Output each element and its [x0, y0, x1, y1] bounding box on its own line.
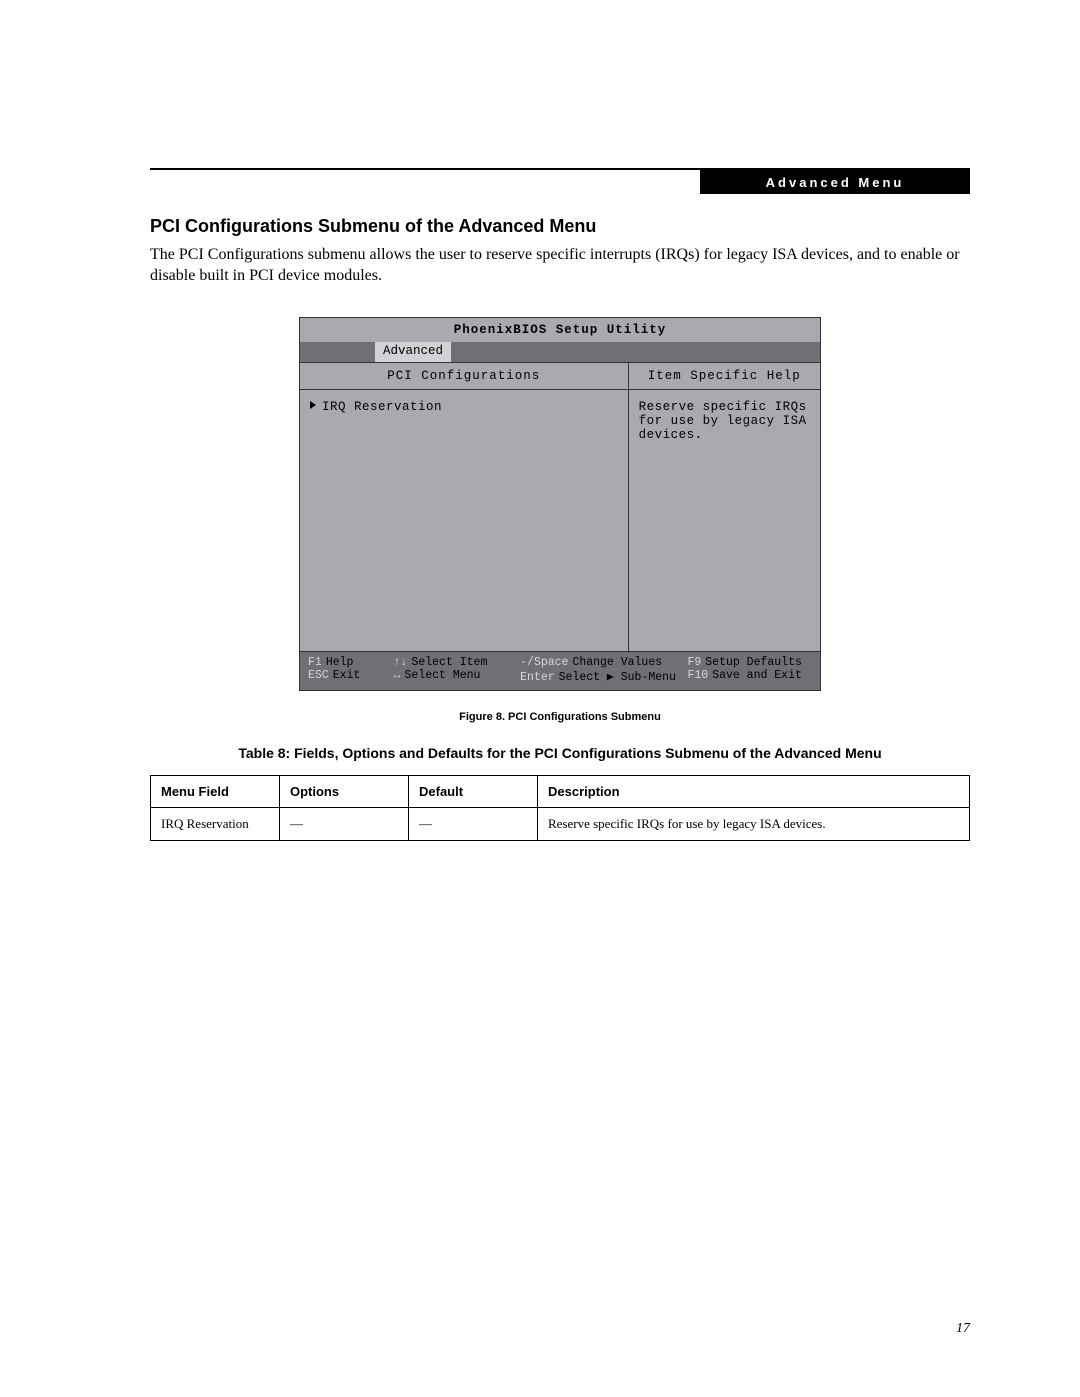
right-panel-content: Reserve specific IRQs for use by legacy … — [629, 390, 820, 651]
bios-body: PCI Configurations IRQ Reservation Item … — [300, 362, 820, 652]
key-enter: Enter — [520, 671, 555, 684]
th-description: Description — [538, 775, 970, 807]
key-space: -/Space — [520, 656, 568, 669]
label-select-menu: Select Menu — [405, 669, 481, 682]
label-change-values: Change Values — [572, 656, 662, 669]
key-leftright: ↔ — [394, 669, 401, 682]
bios-title: PhoenixBIOS Setup Utility — [300, 318, 820, 342]
right-panel-header: Item Specific Help — [629, 363, 820, 390]
key-updown: ↑↓ — [394, 656, 408, 669]
label-exit: Exit — [333, 669, 361, 682]
td-options: — — [280, 807, 409, 840]
label-help: Help — [326, 656, 354, 669]
left-panel-content: IRQ Reservation — [300, 390, 628, 651]
section-body: The PCI Configurations submenu allows th… — [150, 245, 970, 287]
bios-window: PhoenixBIOS Setup Utility Advanced PCI C… — [299, 317, 821, 691]
td-description: Reserve specific IRQs for use by legacy … — [538, 807, 970, 840]
bios-tabbar: Advanced — [300, 342, 820, 362]
menu-item-irq-reservation[interactable]: IRQ Reservation — [322, 400, 442, 414]
page-number: 17 — [956, 1321, 970, 1337]
td-menu-field: IRQ Reservation — [151, 807, 280, 840]
label-setup-defaults: Setup Defaults — [705, 656, 802, 669]
key-esc: ESC — [308, 669, 329, 682]
fields-table: Menu Field Options Default Description I… — [150, 775, 970, 841]
label-select-submenu: Select ▶ Sub-Menu — [559, 669, 676, 684]
left-panel-header: PCI Configurations — [300, 363, 628, 390]
key-f1: F1 — [308, 656, 322, 669]
table-row: IRQ Reservation — — Reserve specific IRQ… — [151, 807, 970, 840]
header-banner: Advanced Menu — [700, 170, 970, 194]
bios-footer: F1 Help ↑↓ Select Item -/Space Change Va… — [300, 652, 820, 690]
th-menu-field: Menu Field — [151, 775, 280, 807]
bios-left-panel: PCI Configurations IRQ Reservation — [300, 363, 629, 651]
th-default: Default — [409, 775, 538, 807]
label-save-exit: Save and Exit — [712, 669, 802, 682]
table-header-row: Menu Field Options Default Description — [151, 775, 970, 807]
figure-caption: Figure 8. PCI Configurations Submenu — [150, 711, 970, 723]
submenu-arrow-icon — [310, 400, 322, 414]
section-title: PCI Configurations Submenu of the Advanc… — [150, 216, 970, 237]
key-f9: F9 — [687, 656, 701, 669]
bios-right-panel: Item Specific Help Reserve specific IRQs… — [629, 363, 820, 651]
tab-advanced[interactable]: Advanced — [375, 342, 451, 362]
key-f10: F10 — [687, 669, 708, 682]
td-default: — — [409, 807, 538, 840]
table-title: Table 8: Fields, Options and Defaults fo… — [150, 745, 970, 761]
th-options: Options — [280, 775, 409, 807]
label-select-item: Select Item — [411, 656, 487, 669]
